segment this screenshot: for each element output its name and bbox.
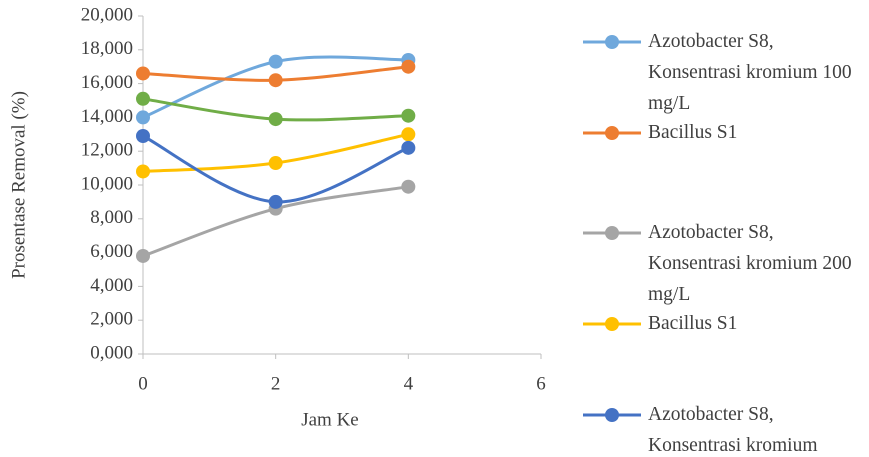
x-tick-label: 4 (404, 373, 414, 394)
y-tick-label: 20,000 (81, 4, 133, 25)
series-marker (401, 141, 415, 155)
legend-marker (605, 408, 619, 422)
legend-label: Azotobacter S8, Konsentrasi kromium (648, 399, 860, 457)
series-marker (136, 110, 150, 124)
series-marker (401, 60, 415, 74)
legend-marker (605, 317, 619, 331)
series-marker (136, 249, 150, 263)
x-tick-label: 0 (138, 373, 148, 394)
y-tick-label: 8,000 (90, 207, 133, 228)
y-tick-label: 12,000 (81, 140, 133, 161)
series-marker (269, 156, 283, 170)
y-tick-label: 0,000 (90, 342, 133, 363)
series-marker (401, 127, 415, 141)
y-tick-label: 18,000 (81, 38, 133, 59)
x-tick-label: 2 (271, 373, 281, 394)
series-marker (136, 66, 150, 80)
y-tick-label: 16,000 (81, 72, 133, 93)
legend-marker (605, 126, 619, 140)
series-marker (269, 112, 283, 126)
legend-label: Azotobacter S8, Konsentrasi kromium 100 … (648, 26, 860, 119)
series-marker (401, 180, 415, 194)
legend-label: Azotobacter S8, Konsentrasi kromium 200 … (648, 217, 860, 310)
series-marker (401, 109, 415, 123)
legend-label: Bacillus S1 (648, 308, 860, 339)
y-tick-label: 14,000 (81, 106, 133, 127)
x-axis-title: Jam Ke (301, 409, 359, 430)
y-tick-label: 6,000 (90, 241, 133, 262)
legend-marker (605, 226, 619, 240)
series-marker (136, 92, 150, 106)
series-marker (269, 55, 283, 69)
series-marker (269, 195, 283, 209)
series-marker (269, 73, 283, 87)
legend-marker (605, 35, 619, 49)
y-tick-label: 4,000 (90, 275, 133, 296)
y-axis-title: Prosentase Removal (%) (8, 91, 29, 279)
series-marker (136, 129, 150, 143)
y-tick-label: 2,000 (90, 309, 133, 330)
x-tick-label: 6 (536, 373, 546, 394)
y-tick-label: 10,000 (81, 173, 133, 194)
series-marker (136, 164, 150, 178)
chart: Jam Ke Prosentase Removal (%) 0,000 2,000… (0, 0, 869, 457)
legend-label: Bacillus S1 (648, 117, 860, 148)
